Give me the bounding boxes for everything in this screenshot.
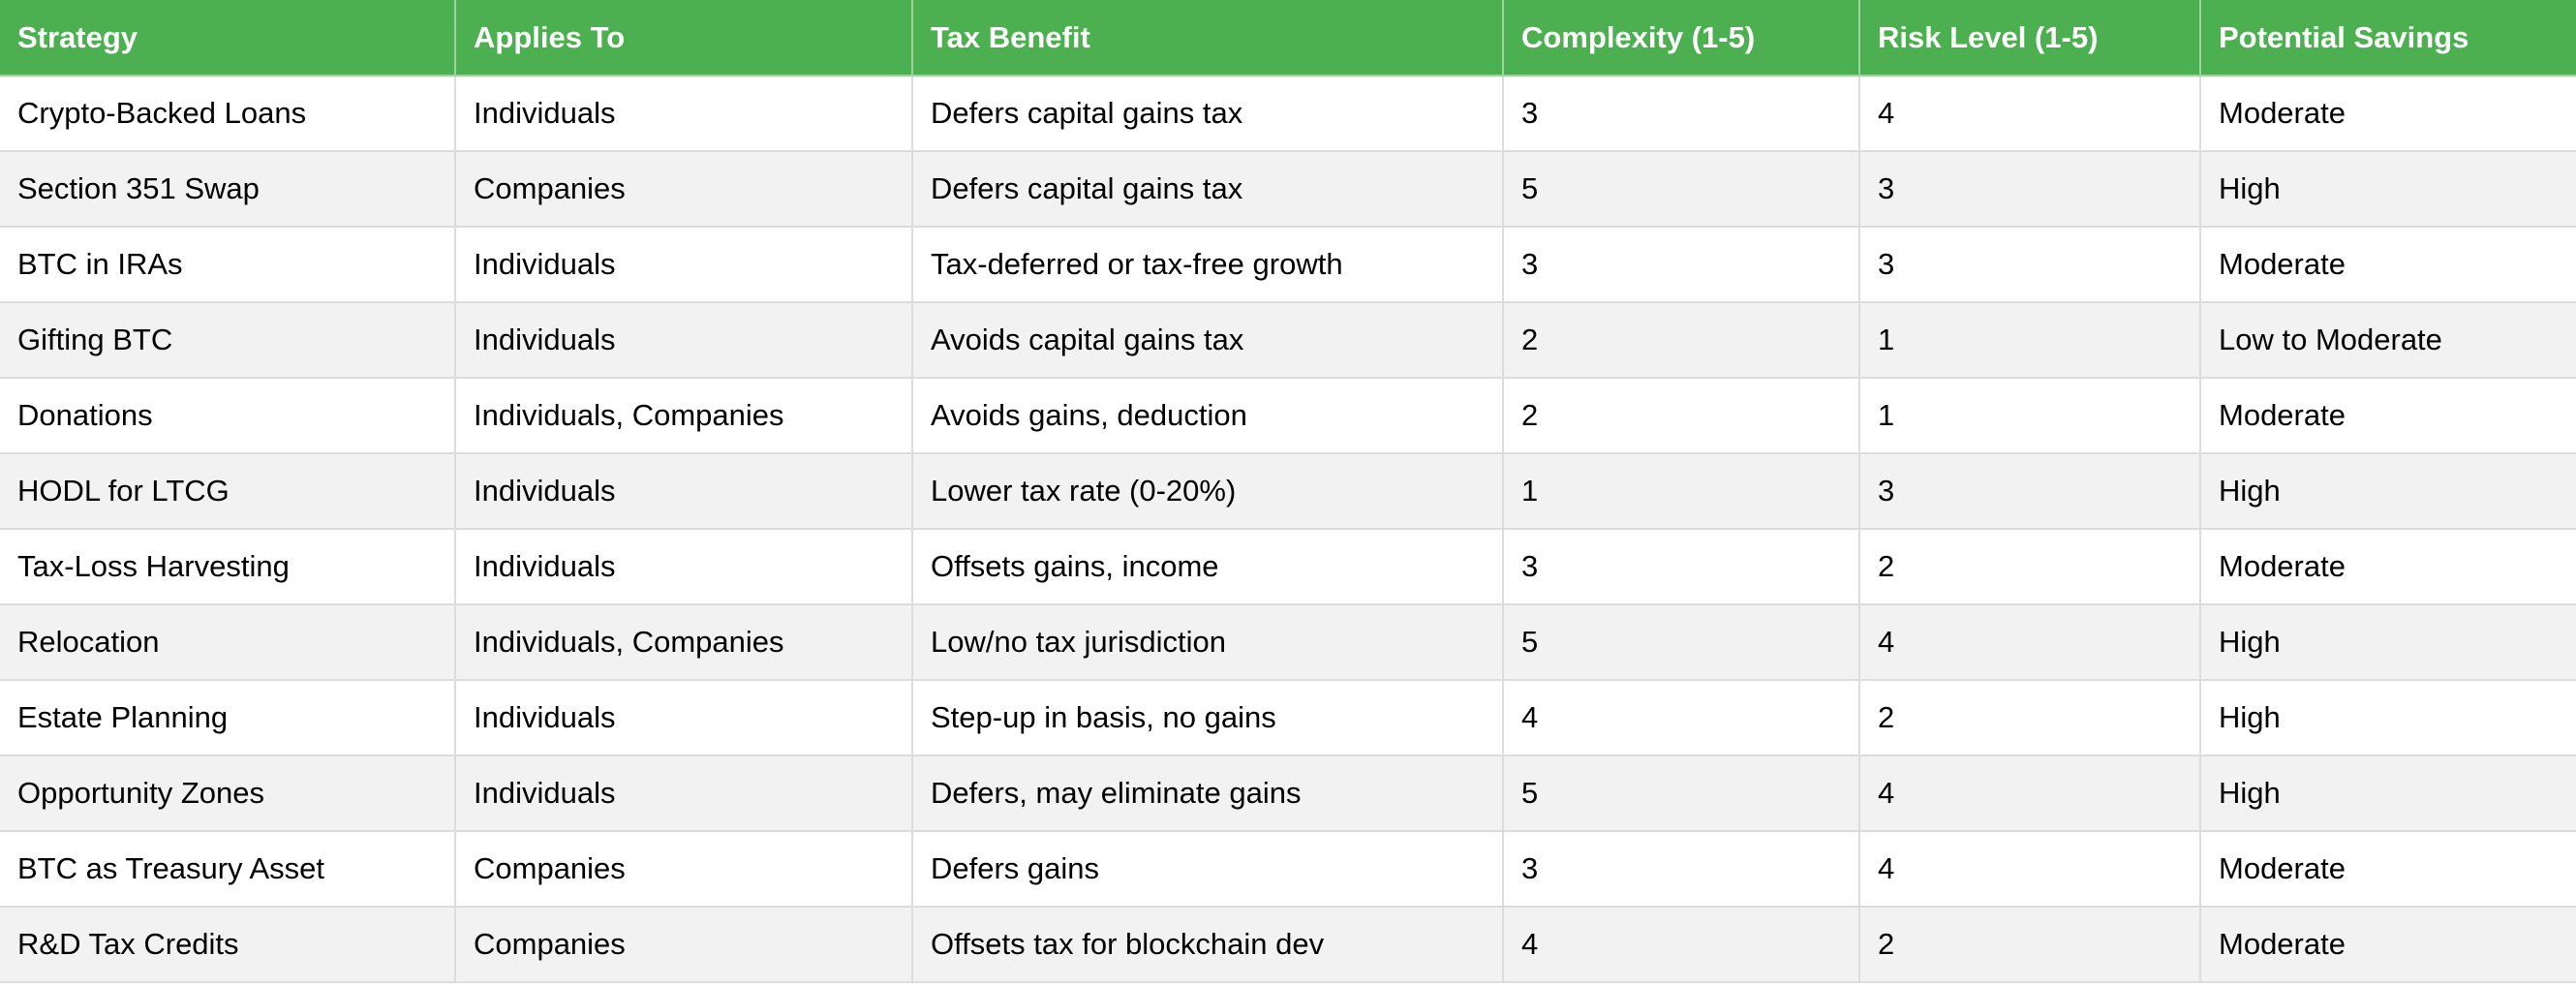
table-row[interactable]: Relocation Individuals, Companies Low/no t… [0, 603, 2576, 681]
cell-strategy: Donations [0, 377, 456, 454]
cell-complexity: 3 [1502, 830, 1860, 908]
column-header-tax-benefit[interactable]: Tax Benefit [911, 0, 1504, 77]
cell-applies-to: Individuals [454, 679, 913, 756]
table-row[interactable]: Crypto-Backed Loans Individuals Defers cap… [0, 75, 2576, 152]
table-row[interactable]: Gifting BTC Individuals Avoids capital gai… [0, 301, 2576, 379]
cell-tax-benefit: Defers, may eliminate gains [911, 755, 1504, 832]
column-header-applies-to[interactable]: Applies To [454, 0, 913, 77]
cell-tax-benefit: Offsets tax for blockchain dev [911, 906, 1504, 983]
cell-strategy: Estate Planning [0, 679, 456, 756]
cell-complexity: 4 [1502, 679, 1860, 756]
cell-strategy: Crypto-Backed Loans [0, 75, 456, 152]
cell-risk-level: 2 [1858, 528, 2201, 605]
cell-tax-benefit: Avoids gains, deduction [911, 377, 1504, 454]
cell-strategy: HODL for LTCG [0, 452, 456, 530]
table-row[interactable]: Donations Individuals, Companies Avoids ga… [0, 377, 2576, 454]
column-header-potential-savings[interactable]: Potential Savings [2199, 0, 2576, 77]
cell-complexity: 3 [1502, 226, 1860, 303]
cell-strategy: Tax-Loss Harvesting [0, 528, 456, 605]
cell-complexity: 3 [1502, 528, 1860, 605]
cell-potential-savings: Moderate [2199, 75, 2576, 152]
cell-risk-level: 3 [1858, 226, 2201, 303]
cell-complexity: 5 [1502, 150, 1860, 228]
cell-risk-level: 1 [1858, 301, 2201, 379]
cell-strategy: Section 351 Swap [0, 150, 456, 228]
table-row[interactable]: HODL for LTCG Individuals Lower tax rate (… [0, 452, 2576, 530]
cell-potential-savings: Moderate [2199, 906, 2576, 983]
cell-complexity: 2 [1502, 377, 1860, 454]
cell-risk-level: 4 [1858, 603, 2201, 681]
table-row[interactable]: Estate Planning Individuals Step-up in bas… [0, 679, 2576, 756]
cell-risk-level: 4 [1858, 830, 2201, 908]
cell-potential-savings: Moderate [2199, 528, 2576, 605]
column-header-complexity[interactable]: Complexity (1-5) [1502, 0, 1860, 77]
cell-strategy: BTC in IRAs [0, 226, 456, 303]
table-row[interactable]: Tax-Loss Harvesting Individuals Offsets ga… [0, 528, 2576, 605]
cell-potential-savings: High [2199, 603, 2576, 681]
cell-applies-to: Individuals [454, 755, 913, 832]
cell-strategy: R&D Tax Credits [0, 906, 456, 983]
cell-risk-level: 2 [1858, 679, 2201, 756]
cell-applies-to: Companies [454, 830, 913, 908]
cell-complexity: 2 [1502, 301, 1860, 379]
cell-strategy: Relocation [0, 603, 456, 681]
cell-potential-savings: High [2199, 150, 2576, 228]
table-row[interactable]: Section 351 Swap Companies Defers capital … [0, 150, 2576, 228]
cell-risk-level: 4 [1858, 755, 2201, 832]
cell-strategy: BTC as Treasury Asset [0, 830, 456, 908]
cell-complexity: 1 [1502, 452, 1860, 530]
cell-complexity: 4 [1502, 906, 1860, 983]
cell-potential-savings: High [2199, 755, 2576, 832]
cell-potential-savings: Low to Moderate [2199, 301, 2576, 379]
cell-applies-to: Individuals [454, 226, 913, 303]
cell-potential-savings: Moderate [2199, 226, 2576, 303]
cell-complexity: 5 [1502, 603, 1860, 681]
cell-applies-to: Individuals [454, 301, 913, 379]
cell-tax-benefit: Step-up in basis, no gains [911, 679, 1504, 756]
cell-potential-savings: High [2199, 679, 2576, 756]
cell-tax-benefit: Lower tax rate (0-20%) [911, 452, 1504, 530]
column-header-strategy[interactable]: Strategy [0, 0, 456, 77]
cell-complexity: 5 [1502, 755, 1860, 832]
cell-strategy: Opportunity Zones [0, 755, 456, 832]
cell-applies-to: Individuals, Companies [454, 603, 913, 681]
cell-risk-level: 3 [1858, 452, 2201, 530]
cell-applies-to: Individuals [454, 75, 913, 152]
cell-strategy: Gifting BTC [0, 301, 456, 379]
cell-risk-level: 2 [1858, 906, 2201, 983]
column-header-risk-level[interactable]: Risk Level (1-5) [1858, 0, 2201, 77]
cell-risk-level: 3 [1858, 150, 2201, 228]
cell-tax-benefit: Defers gains [911, 830, 1504, 908]
cell-tax-benefit: Offsets gains, income [911, 528, 1504, 605]
table-row[interactable]: BTC as Treasury Asset Companies Defers gai… [0, 830, 2576, 908]
cell-applies-to: Individuals [454, 528, 913, 605]
table-row[interactable]: Opportunity Zones Individuals Defers, may … [0, 755, 2576, 832]
cell-potential-savings: High [2199, 452, 2576, 530]
cell-tax-benefit: Low/no tax jurisdiction [911, 603, 1504, 681]
table-header-row: Strategy Applies To Tax Benefit Complexi… [0, 0, 2576, 77]
cell-tax-benefit: Avoids capital gains tax [911, 301, 1504, 379]
cell-applies-to: Companies [454, 150, 913, 228]
table-row[interactable]: BTC in IRAs Individuals Tax-deferred or ta… [0, 226, 2576, 303]
cell-tax-benefit: Defers capital gains tax [911, 150, 1504, 228]
cell-tax-benefit: Tax-deferred or tax-free growth [911, 226, 1504, 303]
cell-applies-to: Individuals [454, 452, 913, 530]
cell-risk-level: 1 [1858, 377, 2201, 454]
cell-complexity: 3 [1502, 75, 1860, 152]
cell-potential-savings: Moderate [2199, 377, 2576, 454]
cell-applies-to: Companies [454, 906, 913, 983]
cell-tax-benefit: Defers capital gains tax [911, 75, 1504, 152]
cell-potential-savings: Moderate [2199, 830, 2576, 908]
table-row[interactable]: R&D Tax Credits Companies Offsets tax for … [0, 906, 2576, 983]
cell-risk-level: 4 [1858, 75, 2201, 152]
cell-applies-to: Individuals, Companies [454, 377, 913, 454]
